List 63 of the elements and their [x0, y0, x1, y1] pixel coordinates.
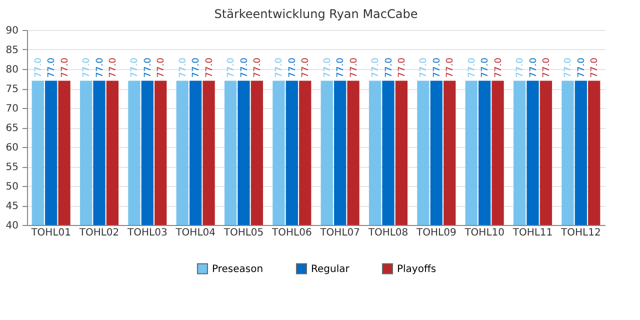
data-label: 77.0: [252, 57, 263, 78]
data-label: 77.0: [95, 57, 106, 78]
data-label: 77.0: [178, 57, 188, 78]
data-label: 77.0: [576, 57, 587, 78]
y-tick-label: 40: [6, 220, 18, 232]
data-label: 77.0: [204, 57, 215, 78]
x-tick-label: TOHL04: [174, 228, 216, 238]
data-label: 77.0: [143, 57, 154, 78]
data-label: 77.0: [432, 57, 442, 78]
x-tick-label: TOHL05: [222, 228, 264, 238]
x-tick-label: TOHL10: [464, 228, 504, 238]
data-label: 77.0: [301, 57, 312, 78]
data-label: 77.0: [240, 57, 250, 78]
data-label: 77.0: [349, 57, 360, 78]
legend-label: Preseason: [212, 264, 264, 275]
y-tick-label: 75: [6, 84, 18, 95]
data-label: 77.0: [494, 57, 504, 78]
data-label: 77.0: [564, 57, 574, 78]
y-tick-label: 45: [6, 201, 18, 212]
data-label: 77.0: [226, 57, 237, 78]
x-tick-label: TOHL08: [367, 228, 408, 238]
data-label: 77.0: [47, 57, 58, 78]
y-tick-label: 50: [6, 182, 18, 192]
data-label: 77.0: [467, 57, 478, 78]
data-label: 77.0: [397, 57, 408, 78]
x-tick-label: TOHL02: [78, 228, 120, 238]
data-label: 77.0: [108, 57, 118, 78]
data-label: 77.0: [542, 57, 552, 78]
data-label: 77.0: [446, 57, 456, 78]
chart-title: Stärkeentwicklung Ryan MacCabe: [214, 7, 418, 21]
y-tick-label: 90: [6, 26, 18, 36]
x-tick-label: TOHL11: [512, 228, 553, 238]
y-tick-label: 70: [6, 104, 18, 114]
legend-label: Playoffs: [397, 264, 436, 275]
data-label: 77.0: [590, 57, 600, 78]
x-tick-label: TOHL01: [30, 228, 71, 238]
x-tick-label: TOHL07: [319, 228, 360, 238]
y-tick-label: 80: [6, 64, 18, 76]
legend-label: Regular: [311, 264, 350, 275]
data-label: 77.0: [336, 57, 346, 78]
x-tick-label: TOHL09: [416, 228, 456, 238]
data-label: 77.0: [192, 57, 202, 78]
x-tick-label: TOHL06: [271, 228, 312, 238]
data-label: 77.0: [34, 57, 44, 78]
y-tick-label: 65: [6, 123, 18, 134]
data-label: 77.0: [288, 57, 298, 78]
data-label: 77.0: [322, 57, 333, 78]
data-label: 77.0: [528, 57, 539, 78]
data-label: 77.0: [274, 57, 285, 78]
data-label: 77.0: [384, 57, 394, 78]
data-label: 77.0: [130, 57, 140, 78]
x-tick-label: TOHL12: [560, 228, 601, 238]
data-label: 77.0: [480, 57, 491, 78]
data-label: 77.0: [82, 57, 92, 78]
y-tick-label: 60: [6, 142, 18, 154]
data-label: 77.0: [516, 57, 526, 78]
y-tick-label: 55: [6, 162, 18, 173]
data-label: 77.0: [156, 57, 167, 78]
data-label: 77.0: [371, 57, 382, 78]
y-tick-label: 85: [6, 45, 18, 56]
x-tick-label: TOHL03: [126, 228, 168, 238]
data-label: 77.0: [60, 57, 70, 78]
data-label: 77.0: [419, 57, 430, 78]
